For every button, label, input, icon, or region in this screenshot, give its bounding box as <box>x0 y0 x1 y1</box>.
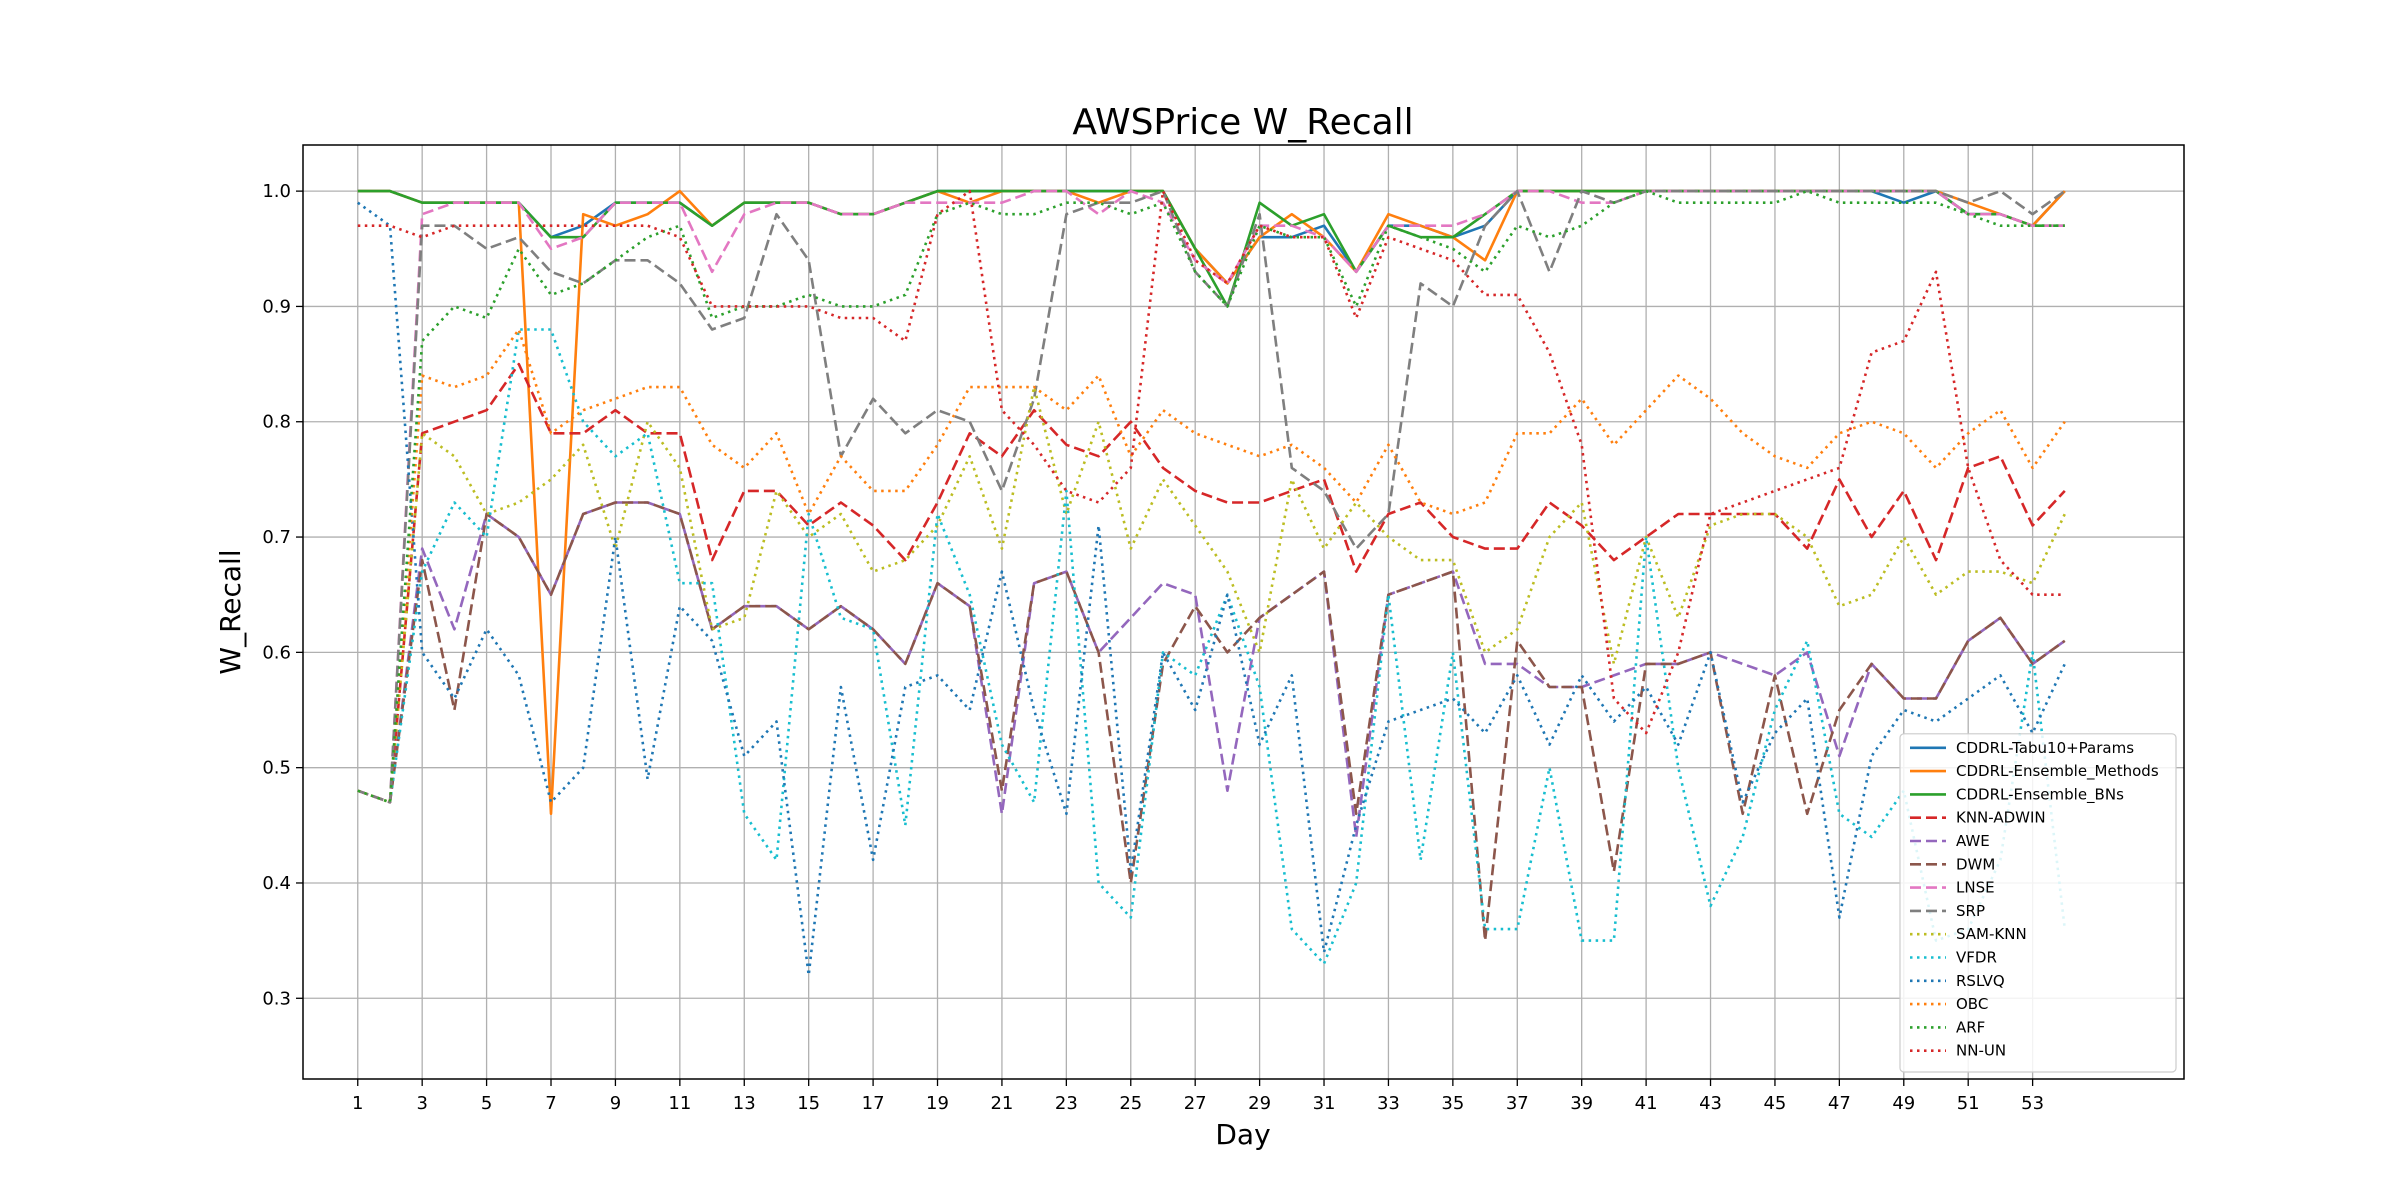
x-tick-label: 15 <box>797 1093 820 1114</box>
y-tick-label: 1.0 <box>262 181 291 202</box>
series-lines <box>357 189 2067 977</box>
series-line <box>357 362 2066 804</box>
legend-entry-label: CDDRL-Ensemble_BNs <box>1956 785 2124 804</box>
x-tick-label: 29 <box>1248 1093 1271 1114</box>
x-tick-label: 9 <box>610 1093 621 1114</box>
y-tick-label: 0.8 <box>262 412 291 433</box>
legend-entry-label: CDDRL-Ensemble_Methods <box>1956 762 2159 781</box>
x-tick-label: 47 <box>1828 1093 1851 1114</box>
legend-entry-label: SRP <box>1956 902 1985 920</box>
x-tick-label: 3 <box>416 1093 427 1114</box>
x-tick-label: 35 <box>1441 1093 1464 1114</box>
x-tick-label: 13 <box>733 1093 756 1114</box>
series-line <box>357 328 2066 804</box>
legend-entry-label: VFDR <box>1956 949 1997 967</box>
legend-entry-label: AWE <box>1956 832 1990 850</box>
legend-entry-label: KNN-ADWIN <box>1956 809 2046 827</box>
series-line <box>357 189 2065 735</box>
series-line <box>357 201 2066 977</box>
x-tick-label: 31 <box>1313 1093 1336 1114</box>
x-tick-label: 37 <box>1506 1093 1529 1114</box>
x-tick-label: 25 <box>1119 1093 1142 1114</box>
x-tick-label: 23 <box>1055 1093 1078 1114</box>
x-tick-label: 21 <box>990 1093 1013 1114</box>
chart-title: AWSPrice W_Recall <box>1072 102 1413 143</box>
x-tick-label: 5 <box>481 1093 492 1114</box>
x-tick-label: 11 <box>668 1093 691 1114</box>
x-tick-label: 49 <box>1892 1093 1915 1114</box>
legend-entry-label: CDDRL-Tabu10+Params <box>1956 739 2134 757</box>
x-axis-ticks: 1 3 5 7 9 11 13 15 17 19 21 23 25 27 29 31 33 35 37 39 41 43 4… <box>352 1079 2044 1114</box>
series-line <box>357 328 2067 966</box>
series-line <box>357 189 2065 308</box>
y-tick-label: 0.9 <box>262 296 291 317</box>
x-tick-label: 19 <box>926 1093 949 1114</box>
legend-entry-label: DWM <box>1956 855 1995 873</box>
legend-entry-label: LNSE <box>1956 879 1995 897</box>
x-tick-label: 17 <box>862 1093 885 1114</box>
x-axis-label: Day <box>1215 1118 1270 1151</box>
x-tick-label: 39 <box>1570 1093 1593 1114</box>
x-tick-label: 41 <box>1635 1093 1658 1114</box>
x-tick-label: 45 <box>1763 1093 1786 1114</box>
grid <box>303 145 2184 1079</box>
legend-frame <box>1899 733 2177 1073</box>
legend-entry-label: OBC <box>1956 995 1988 1013</box>
x-tick-label: 53 <box>2021 1093 2044 1114</box>
x-tick-label: 51 <box>1957 1093 1980 1114</box>
legend-entry-label: RSLVQ <box>1956 972 2005 990</box>
x-tick-label: 33 <box>1377 1093 1400 1114</box>
legend-entry-label: NN-UN <box>1956 1042 2006 1060</box>
x-tick-label: 1 <box>352 1093 363 1114</box>
legend-entry-label: ARF <box>1956 1018 1985 1036</box>
series-line <box>357 189 2065 804</box>
legend: CDDRL-Tabu10+Params CDDRL-Ensemble_Method… <box>1899 733 2177 1073</box>
y-tick-label: 0.4 <box>262 873 291 894</box>
legend-entry-label: SAM-KNN <box>1956 925 2027 943</box>
x-tick-label: 27 <box>1184 1093 1207 1114</box>
series-line <box>357 385 2066 804</box>
y-tick-label: 0.6 <box>262 642 291 663</box>
y-axis-ticks: 0.3 0.4 0.5 0.6 0.7 0.8 0.9 1.0 <box>262 181 303 1009</box>
series-line <box>357 501 2066 942</box>
y-tick-label: 0.5 <box>262 758 291 779</box>
x-tick-label: 43 <box>1699 1093 1722 1114</box>
y-tick-label: 0.7 <box>262 527 291 548</box>
y-axis-label: W_Recall <box>214 549 247 674</box>
x-tick-label: 7 <box>545 1093 556 1114</box>
plot-area-frame <box>302 144 2185 1080</box>
y-tick-label: 0.3 <box>262 988 291 1009</box>
series-line <box>357 501 2066 839</box>
series-line <box>357 189 2066 804</box>
